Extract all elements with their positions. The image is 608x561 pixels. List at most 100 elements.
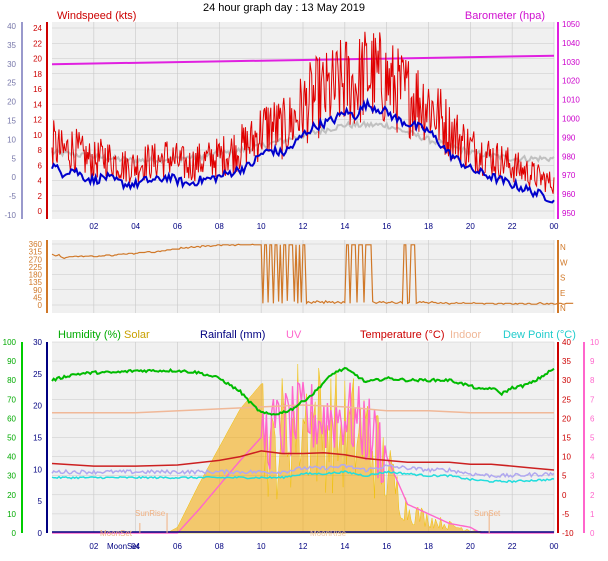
tick-baro: 1050	[562, 20, 580, 29]
tick-time-p3: 00	[550, 542, 559, 551]
legend-uv: UV	[286, 329, 302, 341]
tick-baro: 980	[562, 152, 576, 161]
tick-rain: 30	[33, 338, 42, 347]
tick-rain: 5	[38, 497, 43, 506]
tick-wind: 20	[33, 55, 42, 64]
tick-rain: 20	[33, 402, 42, 411]
tick-dir: 315	[29, 248, 43, 257]
tick-rain: 15	[33, 434, 42, 443]
feels-like-line	[51, 463, 555, 479]
tick-baro: 1030	[562, 58, 580, 67]
tick-compass: N	[560, 304, 566, 313]
tick-baro: 1000	[562, 115, 580, 124]
tick-temp: 0	[562, 491, 567, 500]
tick-temp: -10	[562, 529, 574, 538]
tick-baro: 1040	[562, 39, 580, 48]
tick-uv: 0	[590, 529, 595, 538]
tick-wind: 12	[33, 116, 42, 125]
tick-uv: 10	[590, 338, 599, 347]
indoor-line	[52, 404, 554, 414]
tick-wind: 2	[38, 192, 43, 201]
annotation-moonrise: MoonRise	[310, 529, 347, 538]
legend-solar: Solar	[124, 329, 150, 341]
tick-time-p3: 12	[299, 542, 308, 551]
tick-time-p1: 00	[550, 222, 559, 231]
tick-baro: 1010	[562, 96, 580, 105]
tick-outer-left: -5	[9, 192, 17, 201]
tick-hum: 100	[3, 338, 17, 347]
tick-uv: 6	[590, 414, 595, 423]
tick-baro: 960	[562, 190, 576, 199]
tick-time-p3: 16	[382, 542, 391, 551]
tick-time-p3: 22	[508, 542, 517, 551]
temperature-line	[51, 450, 555, 471]
tick-hum: 0	[12, 529, 17, 538]
tick-wind: 14	[33, 100, 42, 109]
annotation-moonset-1: MoonSet	[100, 529, 133, 538]
barometer-line	[51, 54, 555, 66]
tick-time-p3: 20	[466, 542, 475, 551]
annotation-sunset: SunSet	[474, 509, 501, 518]
tick-baro: 990	[562, 133, 576, 142]
windspeed-line	[51, 31, 555, 194]
tick-dir: 135	[29, 278, 43, 287]
tick-time-p1: 18	[424, 222, 433, 231]
tick-uv: 9	[590, 357, 595, 366]
tick-uv: 3	[590, 472, 595, 481]
tick-time-p3: 04	[131, 542, 140, 551]
tick-temp: 25	[562, 395, 571, 404]
tick-temp: 40	[562, 338, 571, 347]
tick-wind: 18	[33, 70, 42, 79]
tick-temp: 15	[562, 434, 571, 443]
tick-wind: 10	[33, 131, 42, 140]
tick-compass: E	[560, 289, 565, 298]
barometer-label: Barometer (hpa)	[465, 10, 545, 22]
tick-uv: 5	[590, 434, 595, 443]
panel1-grid	[52, 22, 555, 219]
wind-baseline-line	[51, 119, 555, 166]
tick-time-p3: 06	[173, 542, 182, 551]
tick-dir: 225	[29, 263, 43, 272]
tick-time-p1: 12	[299, 222, 308, 231]
tick-wind: 16	[33, 85, 42, 94]
legend-humidity: Humidity (%)	[58, 329, 121, 341]
tick-wind: 24	[33, 24, 42, 33]
tick-hum: 10	[7, 510, 16, 519]
tick-uv: 8	[590, 376, 595, 385]
tick-outer-left: 0	[12, 173, 17, 182]
tick-time-p1: 16	[382, 222, 391, 231]
tick-hum: 40	[7, 453, 16, 462]
tick-uv: 7	[590, 395, 595, 404]
tick-wind: 4	[38, 177, 43, 186]
tick-baro: 1020	[562, 77, 580, 86]
tick-dir: 270	[29, 255, 43, 264]
tick-uv: 4	[590, 453, 595, 462]
weather-series-group	[51, 363, 555, 534]
tick-time-p1: 08	[215, 222, 224, 231]
tick-hum: 70	[7, 395, 16, 404]
tick-hum: 80	[7, 376, 16, 385]
annotation-sunrise: SunRise	[135, 509, 166, 518]
tick-uv: 1	[590, 510, 595, 519]
tick-outer-left: -10	[4, 211, 16, 220]
tick-outer-left: 25	[7, 79, 16, 88]
tick-outer-left: 10	[7, 135, 16, 144]
tick-hum: 90	[7, 357, 16, 366]
tick-hum: 30	[7, 472, 16, 481]
tick-temp: 35	[562, 357, 571, 366]
tick-temp: 20	[562, 414, 571, 423]
tick-time-p1: 14	[340, 222, 349, 231]
tick-baro: 970	[562, 171, 576, 180]
tick-dir: 45	[33, 293, 42, 302]
average-wind-line	[51, 97, 555, 204]
tick-outer-left: 5	[12, 154, 17, 163]
tick-compass: N	[560, 243, 566, 252]
tick-temp: 5	[562, 472, 567, 481]
tick-outer-left: 35	[7, 41, 16, 50]
wind-direction-line	[51, 243, 574, 305]
tick-time-p1: 10	[257, 222, 266, 231]
tick-time-p3: 02	[89, 542, 98, 551]
tick-dir: 90	[33, 286, 42, 295]
